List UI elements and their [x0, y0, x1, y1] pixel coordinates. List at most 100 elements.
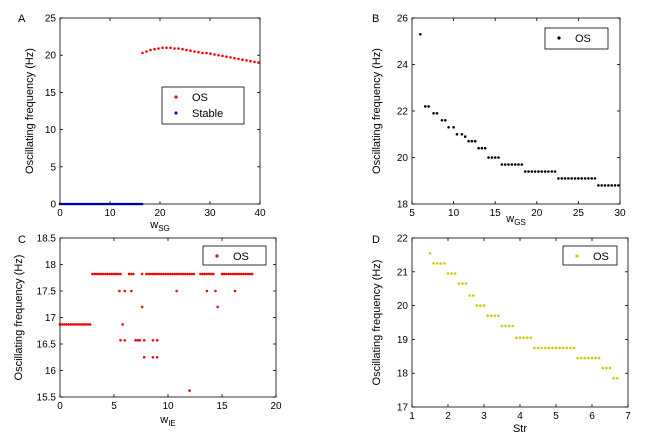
data-point-D-os-15 — [482, 304, 486, 307]
data-point-A-os-10 — [181, 47, 184, 51]
data-point-D-os-23 — [511, 324, 515, 328]
data-point-D-os-4 — [443, 262, 446, 265]
chart-panel-B: 5 10 15 20 25 30 18 20 22 24 26 B Oscillating freque… — [371, 13, 626, 227]
data-point-C-os-33 — [145, 272, 148, 276]
data-point-A-os-16 — [205, 51, 208, 55]
data-point-C-os-43 — [166, 272, 170, 276]
data-point-B-os-39 — [557, 177, 560, 180]
data-point-C-os-22 — [106, 272, 109, 276]
data-point-C-os-61 — [209, 272, 213, 276]
x-axis-label-subscript: SG — [158, 224, 170, 233]
data-point-A-os-19 — [217, 53, 220, 57]
data-point-D-os-36 — [558, 346, 561, 350]
x-axis-label-subscript: GS — [514, 218, 526, 227]
data-point-B-os-25 — [510, 163, 514, 166]
data-point-C-os-71 — [238, 272, 241, 276]
x-tick-label: 20 — [270, 401, 282, 412]
legend-marker-os — [575, 254, 579, 258]
data-point-D-os-0 — [428, 251, 432, 255]
data-point-D-os-26 — [522, 336, 525, 340]
data-point-B-os-53 — [603, 184, 607, 187]
data-point-C-os-81 — [175, 289, 178, 293]
x-tick-label: 5 — [409, 208, 415, 219]
x-axis-label-main: w — [159, 414, 168, 426]
data-point-C-os-8 — [76, 323, 79, 326]
data-point-B-os-31 — [530, 170, 534, 173]
data-point-D-os-39 — [569, 346, 572, 350]
data-point-C-os-9 — [78, 323, 81, 326]
data-point-C-os-26 — [114, 272, 118, 276]
data-point-C-os-66 — [227, 272, 230, 276]
x-tick-label: 0 — [57, 401, 63, 412]
data-point-D-os-27 — [525, 336, 529, 340]
y-tick-label: 0 — [50, 200, 56, 211]
data-point-C-os-69 — [233, 272, 237, 276]
data-point-C-os-90 — [119, 339, 122, 342]
data-point-C-os-60 — [207, 272, 211, 276]
data-point-C-os-62 — [212, 272, 215, 276]
data-point-D-os-30 — [536, 346, 540, 350]
data-point-B-os-33 — [537, 170, 540, 173]
x-tick-label: 5 — [111, 401, 117, 412]
data-point-C-os-50 — [181, 272, 185, 276]
data-point-B-os-8 — [452, 126, 455, 129]
data-point-D-os-43 — [583, 356, 587, 360]
data-point-C-os-83 — [214, 289, 217, 293]
data-point-C-os-93 — [142, 339, 146, 342]
data-point-C-os-5 — [69, 323, 73, 326]
data-point-B-os-16 — [480, 146, 484, 150]
data-point-A-os-6 — [165, 46, 168, 50]
data-point-C-os-51 — [184, 272, 187, 276]
legend: OS — [202, 245, 267, 266]
data-point-D-os-46 — [594, 356, 597, 360]
y-axis-label: Oscillating frequency (Hz) — [371, 48, 383, 174]
data-point-D-os-9 — [461, 282, 464, 285]
data-point-C-os-11 — [82, 323, 86, 326]
data-point-C-os-12 — [84, 323, 88, 326]
y-tick-label: 15.5 — [37, 393, 57, 404]
panel-letter: D — [372, 234, 380, 246]
data-point-B-os-44 — [573, 177, 577, 180]
data-point-D-os-44 — [587, 356, 590, 360]
data-point-D-os-5 — [446, 272, 450, 275]
data-point-C-os-79 — [123, 289, 127, 293]
data-point-C-os-57 — [201, 272, 204, 276]
data-point-D-os-21 — [504, 324, 507, 328]
data-point-D-os-40 — [572, 346, 576, 350]
data-point-C-os-95 — [155, 339, 159, 342]
x-tick-label: 10 — [104, 208, 116, 219]
data-point-C-os-99 — [188, 389, 191, 392]
data-point-C-os-4 — [67, 323, 70, 326]
legend-label-os: OS — [575, 33, 591, 45]
data-point-C-os-53 — [188, 272, 191, 276]
data-point-C-os-84 — [233, 289, 237, 293]
x-axis-label-subscript: IE — [168, 419, 176, 428]
data-point-C-os-3 — [65, 323, 68, 326]
data-point-A-os-1 — [145, 50, 148, 53]
y-tick-label: 22 — [397, 107, 409, 118]
x-axis-label: Str — [513, 423, 527, 435]
data-point-D-os-1 — [432, 262, 435, 265]
data-point-B-os-26 — [513, 163, 517, 166]
data-point-D-os-17 — [489, 314, 493, 318]
x-tick-label: 30 — [614, 208, 626, 219]
y-tick-label: 25 — [45, 14, 57, 25]
data-point-C-os-74 — [244, 272, 248, 276]
data-point-C-os-68 — [231, 272, 235, 276]
data-point-B-os-24 — [507, 163, 510, 166]
data-point-B-os-29 — [523, 170, 527, 173]
data-point-A-os-11 — [185, 48, 188, 52]
data-point-A-os-13 — [193, 50, 196, 53]
legend-box — [562, 245, 618, 266]
data-point-C-os-24 — [110, 272, 114, 276]
data-point-D-os-28 — [529, 336, 533, 340]
data-point-C-os-80 — [130, 289, 133, 293]
x-tick-label: 15 — [490, 208, 502, 219]
data-point-A-os-29 — [257, 61, 260, 64]
data-point-D-os-52 — [615, 377, 619, 380]
data-point-C-os-98 — [155, 356, 159, 359]
y-tick-label: 18.5 — [37, 234, 57, 245]
data-point-A-os-3 — [153, 47, 156, 51]
data-point-D-os-3 — [439, 262, 443, 265]
data-point-B-os-43 — [570, 177, 573, 180]
